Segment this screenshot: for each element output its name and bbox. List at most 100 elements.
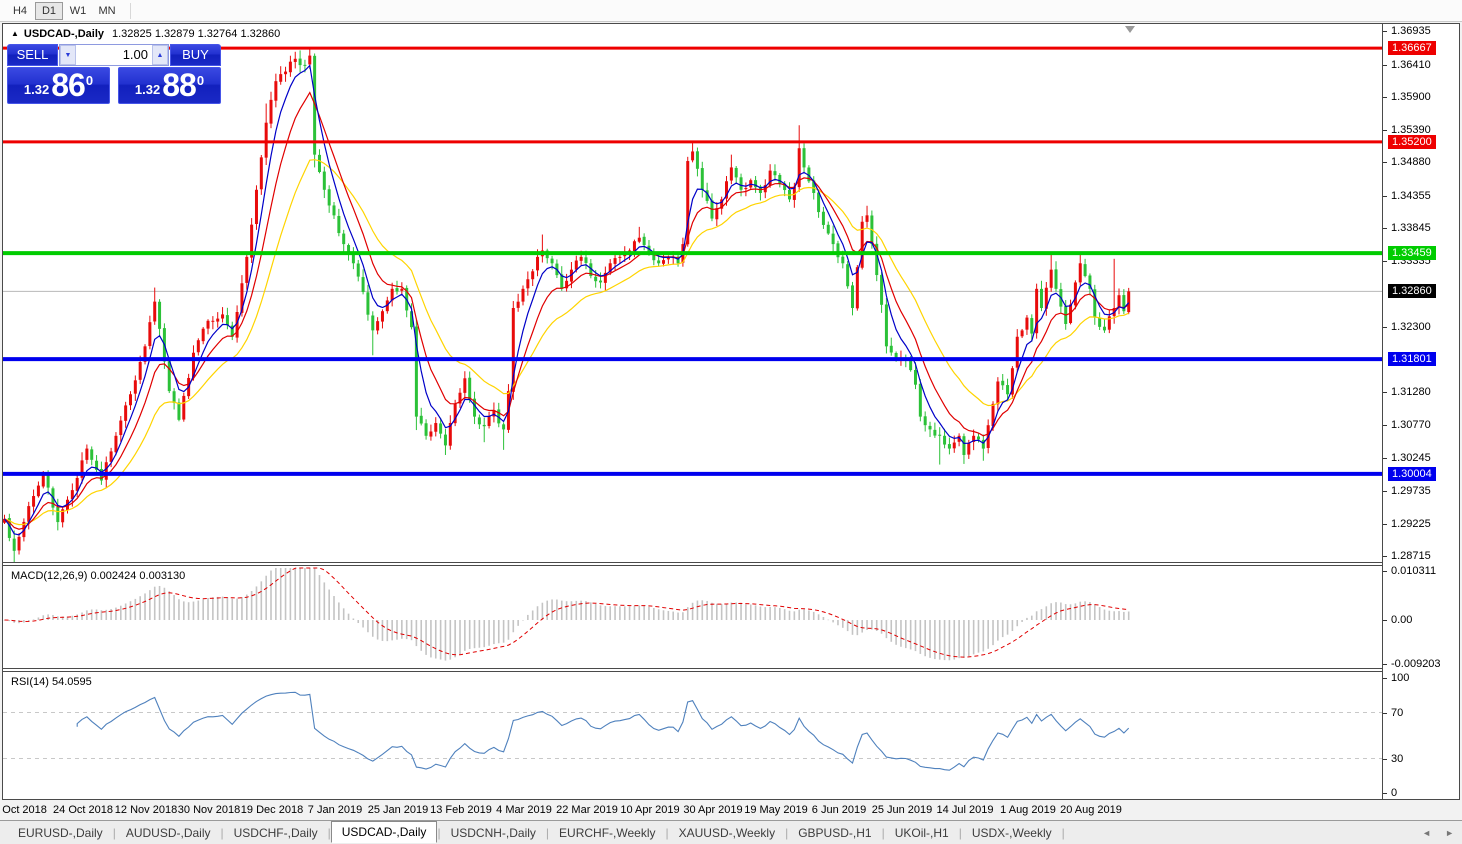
one-click-trading-panel: SELL ▼ 1.00 ▲ BUY 1.32 86 0 1.32 88 0 — [7, 44, 221, 104]
date-label: 6 Jun 2019 — [811, 804, 867, 816]
rsi-tick-mark — [1383, 712, 1387, 714]
buy-price-figure: 1.32 — [134, 82, 161, 97]
price-tick-label: 1.30245 — [1391, 452, 1431, 465]
chart-shift-marker-icon[interactable] — [1125, 26, 1135, 33]
macd-tick-label: 0.010311 — [1391, 565, 1437, 577]
date-label: 25 Jun 2019 — [871, 804, 933, 816]
buy-price-display[interactable]: 1.32 88 0 — [118, 67, 221, 104]
chart-tab-gbpusd-h1[interactable]: GBPUSD-,H1 — [798, 825, 872, 840]
date-label: 19 May 2019 — [744, 804, 808, 816]
date-label: 22 Mar 2019 — [556, 804, 618, 816]
date-label: 30 Nov 2018 — [177, 804, 241, 816]
price-tick-mark — [1383, 97, 1387, 99]
sell-price-pips: 86 — [51, 67, 86, 103]
price-tick-label: 1.36935 — [1391, 25, 1431, 37]
tab-scroll-left-button[interactable]: ◄ — [1422, 828, 1432, 838]
price-level-badge: 1.32860 — [1388, 284, 1436, 299]
macd-tick-label: -0.009203 — [1391, 657, 1441, 670]
tab-separator: | — [327, 825, 331, 840]
rsi-tick-mark — [1383, 678, 1387, 679]
ma-fast-line — [4, 64, 1130, 536]
ma-slow-line — [4, 159, 1129, 526]
date-label: 13 Feb 2019 — [430, 804, 492, 816]
macd-panel-canvas[interactable] — [3, 566, 1382, 668]
price-tick-mark — [1383, 31, 1387, 32]
rsi-panel-canvas[interactable] — [3, 672, 1382, 798]
price-tick-mark — [1383, 64, 1387, 66]
timeframe-button-d1[interactable]: D1 — [35, 1, 63, 20]
chart-tab-xauusd-weekly[interactable]: XAUUSD-,Weekly — [678, 825, 776, 840]
chart-tab-usdcnh-daily[interactable]: USDCNH-,Daily — [450, 825, 536, 840]
volume-decrease-button[interactable]: ▼ — [60, 45, 76, 65]
macd-tick-mark — [1383, 571, 1387, 572]
price-tick-label: 1.36410 — [1391, 58, 1431, 71]
collapse-icon[interactable]: ▲ — [11, 29, 19, 38]
price-tick-label: 1.35900 — [1391, 91, 1431, 104]
price-tick-mark — [1383, 491, 1387, 493]
date-label: 14 Jul 2019 — [936, 804, 994, 816]
chart-tab-usdchf-daily[interactable]: USDCHF-,Daily — [233, 825, 318, 840]
price-level-badge: 1.31801 — [1388, 352, 1436, 367]
rsi-svg — [3, 691, 1382, 771]
chart-tab-eurusd-daily[interactable]: EURUSD-,Daily — [18, 825, 103, 840]
price-level-badge: 1.35200 — [1388, 134, 1436, 149]
chart-tab-eurchf-weekly[interactable]: EURCHF-,Weekly — [559, 825, 656, 840]
date-label: 25 Jan 2019 — [367, 804, 429, 816]
tab-separator: | — [958, 825, 962, 840]
volume-increase-button[interactable]: ▲ — [152, 45, 168, 65]
chart-tabs: EURUSD-,Daily | AUDUSD-,Daily | USDCHF-,Dail… — [8, 821, 1065, 843]
tab-separator: | — [220, 825, 224, 840]
timeframe-button-h4[interactable]: H4 — [12, 4, 28, 17]
sell-price-figure: 1.32 — [23, 82, 50, 97]
sell-button[interactable]: SELL — [7, 44, 58, 66]
price-tick-mark — [1383, 392, 1387, 394]
candles-group — [3, 48, 1131, 562]
macd-label: MACD(12,26,9) 0.002424 0.003130 — [11, 570, 186, 582]
panel-splitter[interactable] — [3, 668, 1382, 672]
chart-tab-usdcad-daily[interactable]: USDCAD-,Daily — [330, 821, 438, 843]
timeframe-button-mn[interactable]: MN — [98, 4, 116, 17]
chart-tab-usdx-weekly[interactable]: USDX-,Weekly — [971, 825, 1052, 840]
buy-price-pips: 88 — [162, 67, 197, 103]
macd-tick-mark — [1383, 663, 1387, 665]
ma-medium-line — [4, 91, 1130, 530]
date-label: 7 Jan 2019 — [307, 804, 363, 816]
price-tick-label: 1.29735 — [1391, 485, 1431, 498]
date-label: 1 Aug 2019 — [1000, 804, 1056, 816]
rsi-tick-label: 0 — [1391, 787, 1398, 799]
main-chart-svg — [3, 26, 1382, 562]
main-chart-canvas[interactable] — [3, 24, 1382, 562]
tab-scroll-right-button[interactable]: ► — [1445, 828, 1454, 838]
rsi-tick-label: 100 — [1391, 672, 1410, 684]
tab-separator: | — [1061, 825, 1065, 840]
macd-signal-line — [4, 567, 1129, 658]
tab-separator: | — [112, 825, 116, 840]
chart-tab-audusd-daily[interactable]: AUDUSD-,Daily — [125, 825, 211, 840]
macd-tick-label: 0.00 — [1391, 614, 1413, 626]
price-tick-label: 1.35390 — [1391, 123, 1431, 136]
price-tick-label: 1.33845 — [1391, 222, 1431, 235]
rsi-tick-mark — [1383, 758, 1387, 760]
macd-histogram — [3, 568, 1130, 661]
sell-price-display[interactable]: 1.32 86 0 — [7, 67, 110, 104]
date-label: 10 Apr 2019 — [620, 804, 680, 816]
volume-input[interactable]: 1.00 — [122, 47, 148, 62]
chart-tab-ukoil-h1[interactable]: UKOil-,H1 — [894, 825, 949, 840]
rsi-label: RSI(14) 54.0595 — [11, 676, 92, 688]
price-tick-mark — [1383, 458, 1387, 460]
price-tick-label: 1.31280 — [1391, 386, 1431, 399]
date-label: 19 Dec 2018 — [240, 804, 304, 816]
date-label: 12 Nov 2018 — [114, 804, 178, 816]
price-level-badge: 1.30004 — [1388, 466, 1436, 481]
price-tick-mark — [1383, 195, 1387, 197]
tab-separator: | — [881, 825, 885, 840]
rsi-tick-mark — [1383, 793, 1387, 794]
price-tick-mark — [1383, 556, 1387, 558]
price-tick-mark — [1383, 129, 1387, 131]
price-tick-mark — [1383, 327, 1387, 329]
buy-button[interactable]: BUY — [170, 44, 221, 66]
chart-title-row: ▲ USDCAD-,Daily 1.32825 1.32879 1.32764 … — [11, 27, 280, 40]
timeframe-button-w1[interactable]: W1 — [69, 4, 87, 17]
panel-splitter[interactable] — [3, 562, 1382, 566]
